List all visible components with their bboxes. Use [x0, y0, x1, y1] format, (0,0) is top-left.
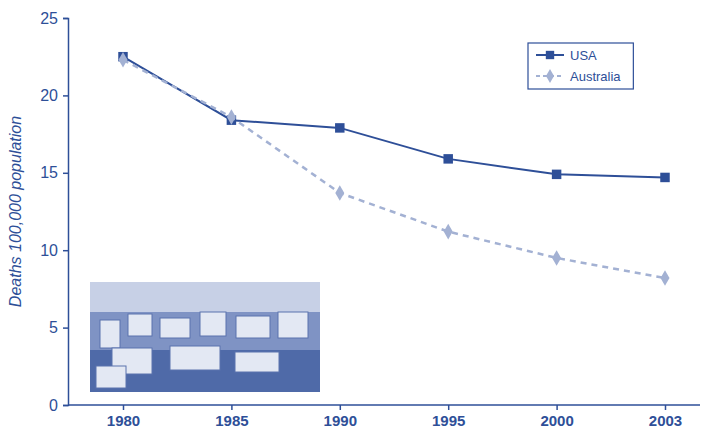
- y-tick: 15: [40, 164, 68, 181]
- series-marker: [335, 123, 344, 132]
- x-axis-line: [68, 404, 700, 406]
- y-tick: 25: [40, 10, 68, 27]
- series-marker: [335, 185, 344, 201]
- series-marker: [552, 170, 561, 179]
- series-marker: [661, 270, 670, 286]
- x-tick: 1980: [107, 405, 140, 429]
- y-tick-label: 20: [40, 87, 58, 104]
- y-tick-mark: [63, 95, 68, 97]
- x-tick-label: 1980: [107, 412, 140, 429]
- legend-box: [528, 43, 633, 89]
- x-tick-mark: [556, 405, 558, 410]
- x-tick-mark: [340, 405, 342, 410]
- x-tick-mark: [448, 405, 450, 410]
- series-marker: [552, 250, 561, 266]
- y-axis-title: Deaths 100,000 population: [7, 116, 24, 307]
- x-tick-label: 1985: [215, 412, 248, 429]
- y-axis: 0 5 10 15 20 25: [40, 10, 68, 414]
- legend: USA Australia: [528, 43, 633, 89]
- y-tick-label: 25: [40, 10, 58, 27]
- series-marker: [444, 224, 453, 240]
- series-marker: [227, 109, 236, 125]
- legend-marker: [546, 51, 554, 59]
- series-line: [123, 60, 665, 278]
- y-tick-mark: [63, 173, 68, 175]
- y-axis-line: [63, 19, 69, 406]
- x-tick: 2003: [649, 405, 682, 429]
- x-tick: 2000: [540, 405, 573, 429]
- y-tick: 5: [49, 319, 68, 336]
- y-tick-mark: [63, 327, 68, 329]
- x-tick: 1990: [324, 405, 357, 429]
- x-tick-label: 1990: [324, 412, 357, 429]
- photo-inset: [90, 282, 320, 392]
- legend-item: USA: [536, 48, 597, 63]
- y-tick-mark: [63, 405, 68, 407]
- legend-marker: [546, 69, 554, 83]
- y-tick: 20: [40, 87, 68, 104]
- y-tick-label: 10: [40, 242, 58, 259]
- x-tick: 1985: [215, 405, 248, 429]
- y-tick: 0: [49, 397, 68, 414]
- legend-label: Australia: [570, 69, 621, 84]
- x-tick-mark: [231, 405, 233, 410]
- x-tick-mark: [665, 405, 667, 410]
- y-tick-mark: [63, 18, 68, 20]
- y-tick: 10: [40, 242, 68, 259]
- y-tick-label: 0: [49, 397, 58, 414]
- series-marker: [660, 173, 669, 182]
- y-tick-label: 15: [40, 164, 58, 181]
- legend-label: USA: [570, 48, 597, 63]
- y-tick-label: 5: [49, 319, 58, 336]
- x-axis: 1980 1985 1990 1995 2000 2003: [68, 405, 700, 429]
- legend-item: Australia: [536, 69, 621, 84]
- x-tick-label: 2000: [540, 412, 573, 429]
- series-marker: [119, 52, 128, 68]
- x-tick-mark: [123, 405, 125, 410]
- x-tick-label: 1995: [432, 412, 465, 429]
- y-tick-mark: [63, 250, 68, 252]
- series-line: [123, 57, 665, 178]
- x-tick-label: 2003: [649, 412, 682, 429]
- series-marker: [443, 154, 452, 163]
- x-tick: 1995: [432, 405, 465, 429]
